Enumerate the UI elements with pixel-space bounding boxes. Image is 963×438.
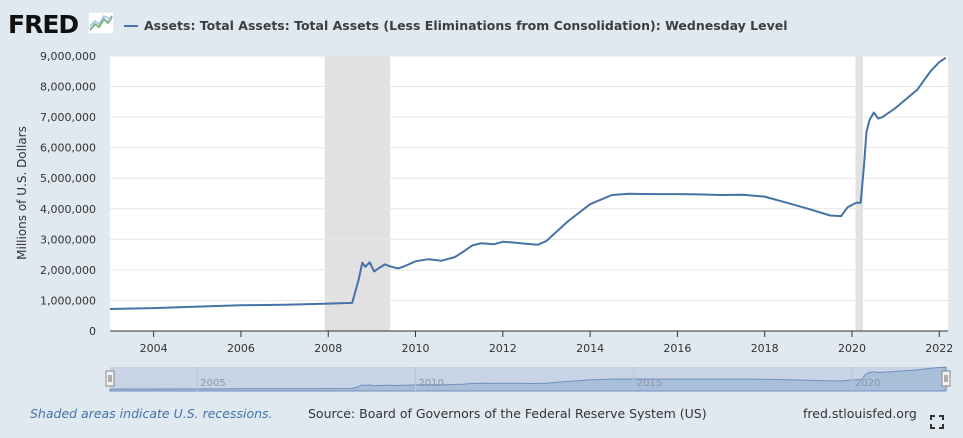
legend-swatch <box>124 24 138 27</box>
x-tick-label: 2020 <box>838 342 866 355</box>
chart-header: FRED Assets: Total Assets: Total Assets … <box>0 0 963 50</box>
x-tick-label: 2006 <box>227 342 255 355</box>
x-tick-label: 2010 <box>402 342 430 355</box>
recession-band-0 <box>324 56 391 331</box>
x-tick-label: 2012 <box>489 342 517 355</box>
y-tick-label: 0 <box>89 325 96 338</box>
navigator-series <box>109 366 947 392</box>
x-tick-label: 2014 <box>576 342 604 355</box>
y-axis-label: Millions of U.S. Dollars <box>15 126 29 260</box>
fullscreen-icon[interactable] <box>930 415 944 429</box>
x-tick-label: 2022 <box>925 342 953 355</box>
y-tick-label: 7,000,000 <box>40 111 96 124</box>
y-tick-label: 5,000,000 <box>40 172 96 185</box>
navigator-right-handle[interactable] <box>941 370 951 387</box>
navigator-tick-label: 2015 <box>637 378 662 389</box>
y-tick-label: 6,000,000 <box>40 142 96 155</box>
fred-link[interactable]: fred.stlouisfed.org <box>803 406 917 421</box>
y-tick-label: 2,000,000 <box>40 264 96 277</box>
navigator-tick-label: 2010 <box>419 378 444 389</box>
source-text: Source: Board of Governors of the Federa… <box>308 406 707 421</box>
line-chart: 0 1,000,000 2,000,000 3,000,000 4,000,000 5,0… <box>15 50 953 392</box>
y-tick-label: 9,000,000 <box>40 50 96 63</box>
y-tick-label: 3,000,000 <box>40 233 96 246</box>
y-tick-label: 8,000,000 <box>40 81 96 94</box>
x-tick-label: 2016 <box>663 342 691 355</box>
chart-legend[interactable]: Assets: Total Assets: Total Assets (Less… <box>124 18 788 33</box>
series-line[interactable] <box>109 56 947 310</box>
fred-logo[interactable]: FRED <box>8 10 79 39</box>
navigator-tick-label: 2005 <box>200 378 225 389</box>
fred-chart-icon <box>88 12 114 34</box>
navigator-tick-label: 2020 <box>855 378 880 389</box>
series-title: Assets: Total Assets: Total Assets (Less… <box>144 18 788 33</box>
navigator-left-handle[interactable] <box>105 370 115 387</box>
x-tick-label: 2004 <box>140 342 168 355</box>
y-tick-label: 4,000,000 <box>40 203 96 216</box>
plot-background <box>110 56 948 331</box>
recession-band-1 <box>855 56 863 331</box>
x-tick-label: 2018 <box>751 342 779 355</box>
y-tick-label: 1,000,000 <box>40 294 96 307</box>
recession-note: Shaded areas indicate U.S. recessions. <box>30 406 273 421</box>
x-tick-label: 2008 <box>314 342 342 355</box>
